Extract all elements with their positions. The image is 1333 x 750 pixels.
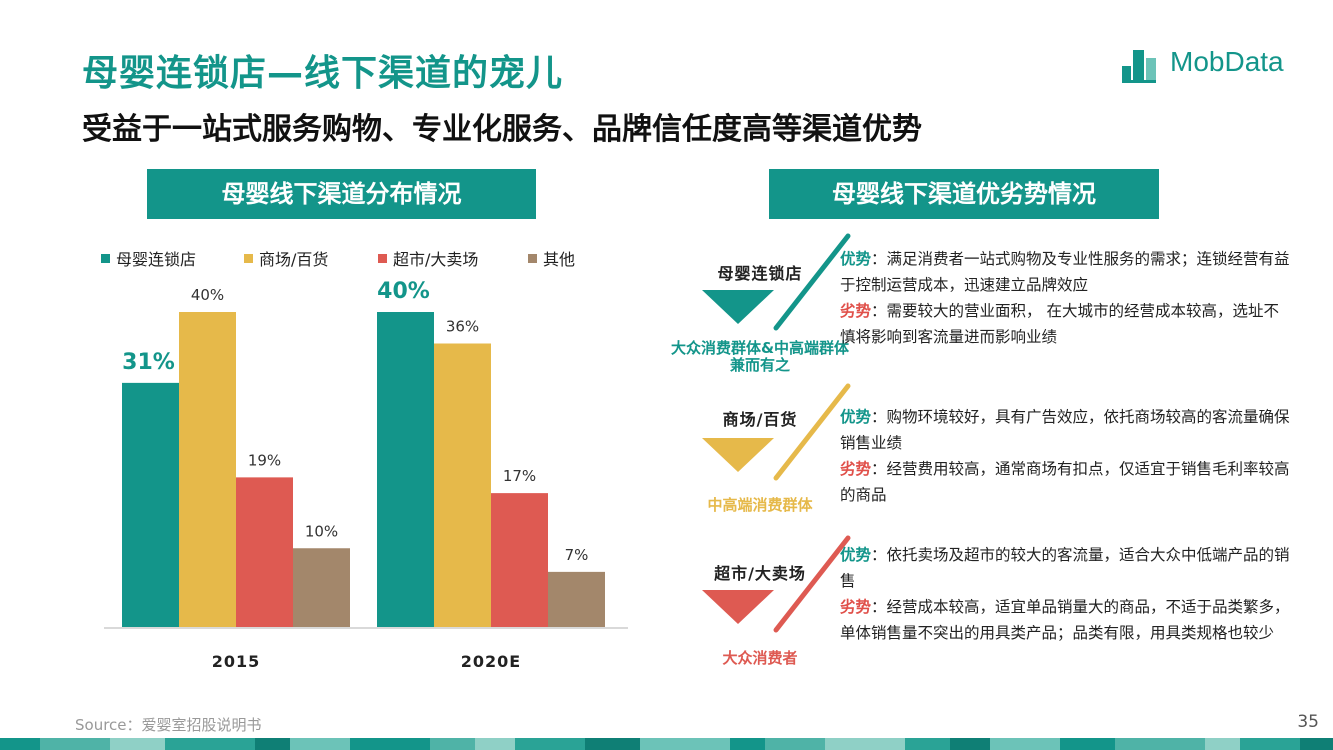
advantage-body: ：满足消费者一站式购物及专业性服务的需求；连锁经营有益于控制运营成本，迅速建立品… xyxy=(840,250,1290,294)
right-panel-title: 母婴线下渠道优劣势情况 xyxy=(769,169,1159,219)
band-segment xyxy=(585,738,640,750)
advantage-text: 优势：满足消费者一站式购物及专业性服务的需求；连锁经营有益于控制运营成本，迅速建… xyxy=(840,246,1290,298)
divider-slash-icon xyxy=(773,535,851,633)
channel-row-supermarket: 超市/大卖场 大众消费者 优势：依托卖场及超市的较大的客流量，适合大众中低端产品… xyxy=(650,534,1300,684)
band-segment xyxy=(640,738,730,750)
band-segment xyxy=(430,738,475,750)
disadvantage-label: 劣势 xyxy=(840,460,872,478)
page-number: 35 xyxy=(1297,712,1319,732)
source-note: Source：爱婴室招股说明书 xyxy=(75,716,262,734)
band-segment xyxy=(165,738,255,750)
legend-swatch xyxy=(244,254,253,263)
band-segment xyxy=(0,738,40,750)
legend-swatch xyxy=(528,254,537,263)
disadvantage-body: ：经营成本较高，适宜单品销量大的商品，不适于品类繁多，单体销售量不突出的用具类产… xyxy=(840,598,1290,642)
bar xyxy=(377,312,434,627)
band-segment xyxy=(765,738,825,750)
disadvantage-body: ：经营费用较高，通常商场有扣点，仅适宜于销售毛利率较高的商品 xyxy=(840,460,1290,504)
data-label: 7% xyxy=(565,546,589,564)
building-blocks-icon xyxy=(1122,50,1156,83)
advantage-text: 优势：依托卖场及超市的较大的客流量，适合大众中低端产品的销售 xyxy=(840,542,1290,594)
advantage-body: ：依托卖场及超市的较大的客流量，适合大众中低端产品的销售 xyxy=(840,546,1290,590)
category-label: 2015 xyxy=(212,652,261,671)
data-label: 19% xyxy=(248,451,281,469)
band-segment xyxy=(730,738,765,750)
band-segment xyxy=(1205,738,1240,750)
advantage-text: 优势：购物环境较好，具有广告效应，依托商场较高的客流量确保销售业绩 xyxy=(840,404,1290,456)
band-segment xyxy=(255,738,290,750)
data-label: 10% xyxy=(305,522,338,540)
legend-label: 超市/大卖场 xyxy=(393,250,478,269)
logo-text: MobData xyxy=(1170,46,1284,77)
disadvantage-text: 劣势：需要较大的营业面积， 在大城市的经营成本较高，选址不慎将影响到客流量进而影… xyxy=(840,298,1290,350)
disadvantage-body: ：需要较大的营业面积， 在大城市的经营成本较高，选址不慎将影响到客流量进而影响业… xyxy=(840,302,1279,346)
band-segment xyxy=(950,738,990,750)
down-triangle-icon xyxy=(702,590,774,624)
legend-label: 商场/百货 xyxy=(259,250,328,269)
legend-swatch xyxy=(101,254,110,263)
band-segment xyxy=(40,738,110,750)
band-segment xyxy=(990,738,1060,750)
data-label: 40% xyxy=(191,286,224,304)
band-segment xyxy=(290,738,350,750)
data-label: 40% xyxy=(377,279,430,304)
bottom-decorative-band xyxy=(0,738,1333,750)
channel-name: 母婴连锁店 xyxy=(717,264,803,283)
disadvantage-text: 劣势：经营费用较高，通常商场有扣点，仅适宜于销售毛利率较高的商品 xyxy=(840,456,1290,508)
data-label: 36% xyxy=(446,318,479,336)
data-label: 31% xyxy=(122,350,175,375)
divider-slash-icon xyxy=(773,233,851,331)
disadvantage-label: 劣势 xyxy=(840,302,872,320)
band-segment xyxy=(1115,738,1205,750)
channel-row-department-store: 商场/百货 中高端消费群体 优势：购物环境较好，具有广告效应，依托商场较高的客流… xyxy=(650,382,1300,532)
bar xyxy=(179,312,236,627)
band-segment xyxy=(475,738,515,750)
band-segment xyxy=(825,738,905,750)
channel-name: 商场/百货 xyxy=(722,410,798,429)
channel-name: 超市/大卖场 xyxy=(714,564,806,583)
left-panel-title: 母婴线下渠道分布情况 xyxy=(147,169,536,219)
legend-label: 母婴连锁店 xyxy=(116,250,196,269)
category-label: 2020E xyxy=(461,652,521,671)
bar xyxy=(491,493,548,627)
band-segment xyxy=(110,738,165,750)
band-segment xyxy=(515,738,585,750)
down-triangle-icon xyxy=(702,438,774,472)
channel-row-maternal-chain: 母婴连锁店 大众消费群体&中高端群体兼而有之 优势：满足消费者一站式购物及专业性… xyxy=(650,232,1300,382)
advantage-body: ：购物环境较好，具有广告效应，依托商场较高的客流量确保销售业绩 xyxy=(840,408,1290,452)
band-segment xyxy=(350,738,430,750)
disadvantage-label: 劣势 xyxy=(840,598,872,616)
data-label: 17% xyxy=(503,467,536,485)
channel-audience: 中高端消费群体 xyxy=(707,496,813,514)
down-triangle-icon xyxy=(702,290,774,324)
channel-audience: 大众消费者 xyxy=(722,649,798,667)
bar xyxy=(548,571,605,627)
bar xyxy=(293,548,350,627)
advantage-label: 优势 xyxy=(840,250,872,268)
bar xyxy=(434,343,491,627)
disadvantage-text: 劣势：经营成本较高，适宜单品销量大的商品，不适于品类繁多，单体销售量不突出的用具… xyxy=(840,594,1290,646)
legend-label: 其他 xyxy=(543,250,575,269)
advantage-label: 优势 xyxy=(840,546,872,564)
bar xyxy=(236,477,293,627)
band-segment xyxy=(905,738,950,750)
band-segment xyxy=(1300,738,1333,750)
page-subtitle: 受益于一站式服务购物、专业化服务、品牌信任度高等渠道优势 xyxy=(82,112,922,147)
channel-audience: 大众消费群体&中高端群体兼而有之 xyxy=(670,339,850,374)
bar xyxy=(122,382,179,627)
band-segment xyxy=(1060,738,1115,750)
channel-distribution-chart: 母婴连锁店 商场/百货 超市/大卖场 其他 31% 40% 19% 10% 2015 40% 36%… xyxy=(101,250,628,671)
advantage-label: 优势 xyxy=(840,408,872,426)
band-segment xyxy=(1240,738,1300,750)
divider-slash-icon xyxy=(773,383,851,481)
page-title: 母婴连锁店—线下渠道的宠儿 xyxy=(82,53,564,94)
legend-swatch xyxy=(378,254,387,263)
